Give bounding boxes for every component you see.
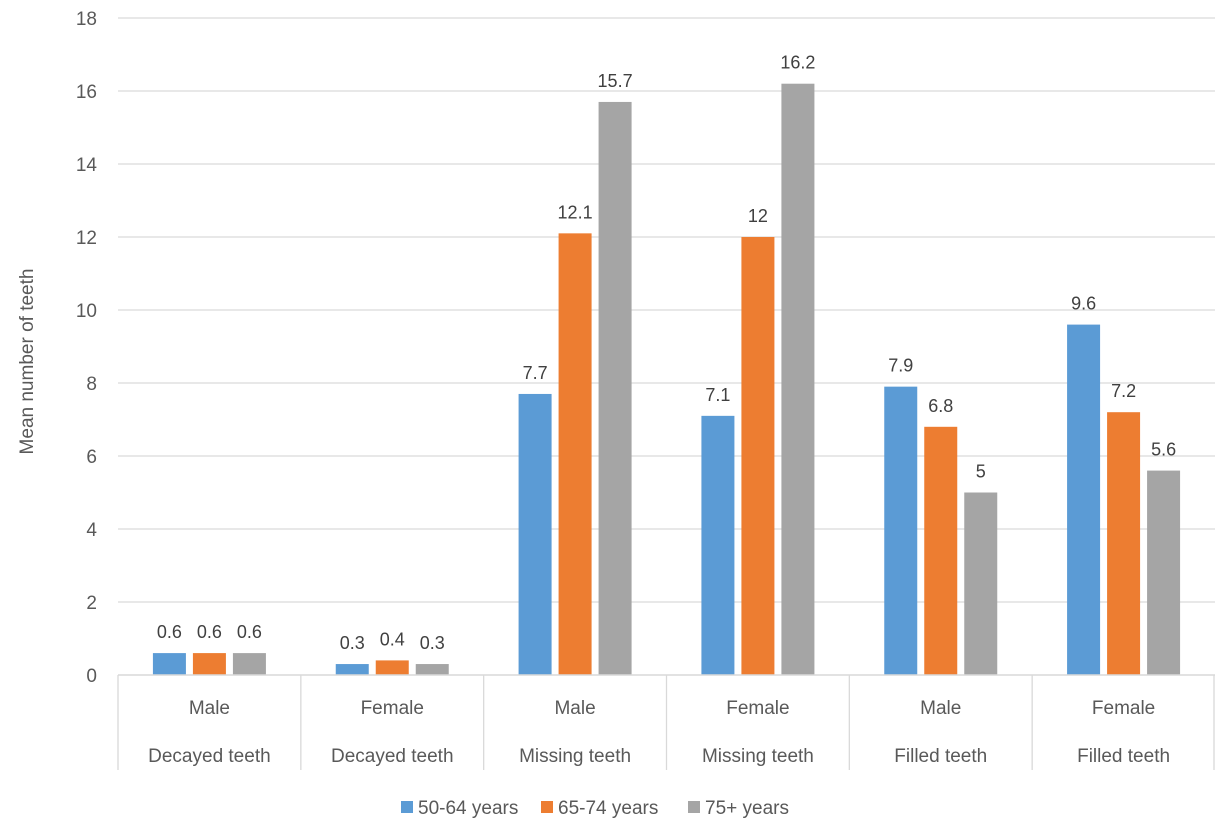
- data-label: 7.1: [705, 385, 730, 405]
- bar: [924, 426, 958, 675]
- y-tick-label: 18: [76, 9, 97, 30]
- x-tick-label: Male: [189, 698, 230, 719]
- data-label: 6.8: [928, 396, 953, 416]
- y-tick-label: 16: [76, 82, 97, 103]
- bar: [518, 393, 552, 675]
- legend-swatch: [541, 801, 553, 813]
- y-tick-label: 10: [76, 301, 97, 322]
- data-label: 16.2: [780, 53, 815, 73]
- x-group-label: Filled teeth: [894, 746, 987, 767]
- legend-swatch: [688, 801, 700, 813]
- y-axis-ticks: 0 2 4 6 8 10 12 14 16 18: [76, 9, 98, 687]
- data-label: 7.9: [888, 356, 913, 376]
- y-tick-label: 14: [76, 155, 98, 176]
- bar: [232, 653, 266, 675]
- bar: [192, 653, 226, 675]
- data-labels: 0.6 0.6 0.6 0.3 0.4 0.3 7.7 12.1 15.7 7.1 12 16.2 7.…: [157, 53, 1176, 653]
- y-tick-label: 2: [86, 593, 97, 614]
- y-tick-label: 4: [86, 520, 97, 541]
- bar: [598, 101, 632, 675]
- bar: [884, 386, 918, 675]
- bar: [1147, 470, 1181, 675]
- data-label: 12: [748, 206, 768, 226]
- gridlines: [118, 17, 1215, 603]
- data-label: 9.6: [1071, 294, 1096, 314]
- x-group-label: Missing teeth: [702, 746, 814, 767]
- y-tick-label: 8: [86, 374, 97, 395]
- data-label: 7.7: [523, 363, 548, 383]
- bar: [1107, 412, 1141, 675]
- y-tick-label: 12: [76, 228, 97, 249]
- bar-series: [152, 83, 1181, 675]
- legend-label: 50-64 years: [418, 798, 518, 819]
- data-label: 12.1: [558, 202, 593, 222]
- y-tick-label: 0: [86, 666, 97, 687]
- x-group-label: Decayed teeth: [148, 746, 271, 767]
- legend-swatch: [401, 801, 413, 813]
- x-group-label: Missing teeth: [519, 746, 631, 767]
- bar: [152, 653, 186, 675]
- x-tick-label: Female: [1092, 698, 1155, 719]
- legend[interactable]: 50-64 years 65-74 years 75+ years: [401, 798, 789, 819]
- y-tick-label: 6: [86, 447, 97, 468]
- x-axis: Male Decayed teeth Female Decayed teeth Male…: [117, 674, 1215, 770]
- data-label: 7.2: [1111, 381, 1136, 401]
- data-label: 5.6: [1151, 440, 1176, 460]
- data-label: 0.6: [237, 622, 262, 642]
- x-tick-label: Female: [726, 698, 789, 719]
- legend-label: 65-74 years: [558, 798, 658, 819]
- bar: [558, 233, 592, 675]
- legend-label: 75+ years: [705, 798, 789, 819]
- x-group-label: Decayed teeth: [331, 746, 454, 767]
- bar: [701, 415, 735, 675]
- bar: [964, 492, 998, 675]
- data-label: 5: [976, 462, 986, 482]
- data-label: 0.3: [340, 633, 365, 653]
- data-label: 15.7: [598, 71, 633, 91]
- x-tick-label: Male: [554, 698, 595, 719]
- data-label: 0.6: [157, 622, 182, 642]
- data-label: 0.3: [420, 633, 445, 653]
- x-tick-label: Male: [920, 698, 961, 719]
- bar: [781, 83, 815, 675]
- bar: [1067, 324, 1101, 675]
- bar: [375, 660, 409, 675]
- data-label: 0.6: [197, 622, 222, 642]
- bar: [415, 664, 449, 675]
- x-tick-label: Female: [361, 698, 424, 719]
- bar: [335, 664, 369, 675]
- y-axis-label: Mean number of teeth: [17, 269, 38, 455]
- data-label: 0.4: [380, 629, 405, 649]
- x-group-label: Filled teeth: [1077, 746, 1170, 767]
- bar: [741, 237, 775, 675]
